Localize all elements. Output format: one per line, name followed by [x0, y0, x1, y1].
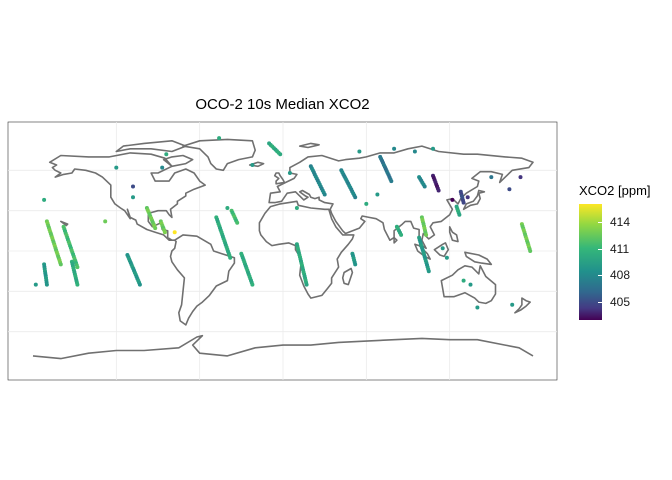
track-0-point-21	[58, 262, 63, 267]
data-point-14	[489, 175, 494, 180]
data-point-17	[412, 149, 417, 154]
track-7-point-15	[250, 282, 255, 287]
coast-hawaii	[60, 220, 69, 227]
track-4-point-15	[137, 282, 142, 287]
data-point-5	[160, 165, 165, 170]
coast-sri-lanka	[393, 236, 398, 244]
data-point-21	[461, 278, 466, 283]
coast-antarctica	[32, 334, 534, 360]
coast-japan	[462, 189, 486, 211]
track-15-point-7	[436, 188, 441, 193]
track-21-point-13	[528, 249, 533, 253]
data-point-26	[294, 206, 299, 210]
colorbar-tick-label: 414	[610, 214, 631, 229]
data-point-6	[114, 165, 119, 170]
data-point-10	[465, 195, 470, 200]
coast-new-zealand	[514, 297, 531, 314]
track-20-point-16	[426, 269, 431, 274]
colorbar-tick-mark	[598, 248, 602, 250]
track-6-point-5	[162, 230, 167, 235]
graticule	[8, 122, 557, 380]
track-19-point-4	[399, 232, 404, 237]
track-22-point-5	[353, 262, 358, 267]
data-point-18	[431, 146, 435, 151]
track-1-point-19	[75, 265, 80, 270]
colorbar-tick-mark	[598, 221, 602, 223]
coast-greenland	[182, 138, 256, 172]
colorbar-tick-mark	[598, 275, 602, 277]
data-point-1	[131, 195, 135, 200]
coast-australia	[440, 265, 497, 305]
coast-philippines	[448, 226, 459, 243]
data-point-11	[507, 187, 512, 192]
data-point-2	[103, 219, 108, 224]
legend-title: XCO2 [ppm]	[579, 183, 651, 198]
track-13-point-12	[389, 179, 394, 184]
track-2-point-11	[75, 282, 80, 287]
track-12-point-14	[353, 195, 358, 200]
track-17-point-4	[457, 212, 462, 217]
colorbar-tick-label: 411	[610, 241, 630, 256]
data-point-7	[217, 136, 222, 141]
track-10-point-19	[304, 282, 309, 287]
data-point-29	[510, 302, 515, 307]
data-point-25	[225, 206, 230, 210]
track-11-point-14	[322, 192, 327, 197]
coast-sumatra	[414, 243, 431, 260]
data-point-0	[131, 184, 135, 189]
data-point-20	[375, 192, 380, 197]
coast-svalbard	[298, 142, 320, 149]
data-point-9	[33, 282, 38, 287]
track-3-point-9	[44, 282, 49, 287]
data-point-22	[468, 282, 473, 287]
track-18-point-8	[424, 232, 429, 237]
colorbar	[579, 204, 602, 320]
track-5-point-10	[153, 226, 158, 231]
data-point-30	[475, 305, 480, 310]
coast-iceland	[248, 161, 265, 168]
coast-canadian-arctic	[115, 140, 187, 153]
track-23-point-7	[278, 152, 283, 157]
data-point-19	[364, 201, 369, 206]
data-point-24	[440, 246, 445, 251]
track-14-point-5	[422, 184, 427, 189]
data-point-4	[172, 230, 177, 235]
data-point-28	[250, 163, 255, 167]
track-8-point-19	[228, 255, 233, 260]
coast-uk	[273, 172, 286, 185]
coast-borneo	[433, 242, 450, 258]
colorbar-tick-label: 405	[610, 295, 631, 310]
data-point-12	[518, 175, 523, 180]
coast-madagascar	[341, 267, 354, 286]
colorbar-tick-mark	[598, 302, 602, 304]
data-point-3	[164, 152, 169, 157]
data-point-13	[450, 197, 455, 202]
plot-title: OCO-2 10s Median XCO2	[195, 96, 370, 113]
coast-africa	[258, 200, 355, 299]
colorbar-tick-label: 408	[610, 268, 631, 283]
xco2-points	[33, 136, 533, 310]
data-point-23	[444, 255, 449, 260]
data-point-15	[357, 149, 362, 154]
data-point-27	[287, 171, 292, 175]
coast-eurasia	[268, 145, 534, 250]
coast-new-guinea	[464, 251, 493, 266]
data-point-8	[42, 197, 47, 202]
coast-baffin	[162, 154, 194, 168]
track-16-point-5	[461, 200, 466, 205]
data-point-16	[392, 146, 397, 151]
coast-south-america	[169, 234, 236, 326]
track-9-point-6	[235, 220, 240, 225]
